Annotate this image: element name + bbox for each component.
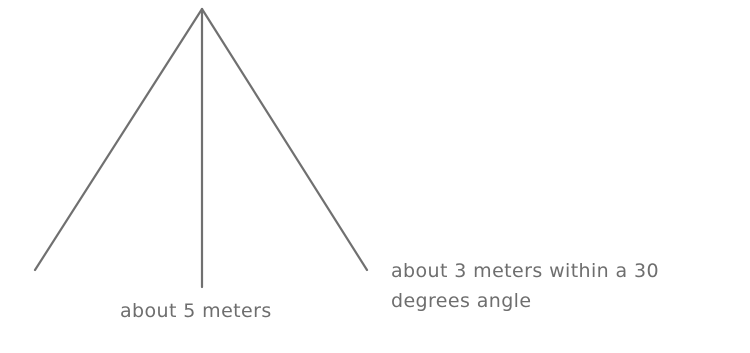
center-line-label: about 5 meters — [120, 300, 272, 322]
left-edge-line — [33, 7, 204, 272]
right-edge-line — [200, 7, 369, 272]
side-line-label: about 3 meters within a 30 degrees angle — [391, 260, 660, 312]
